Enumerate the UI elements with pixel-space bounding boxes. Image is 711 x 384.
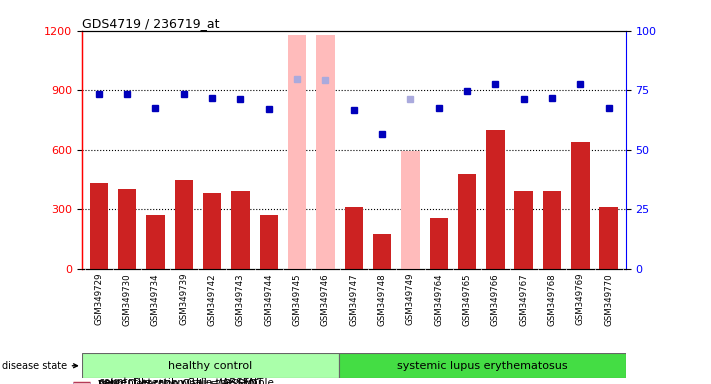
Bar [260,215,278,269]
Text: GSM349746: GSM349746 [321,273,330,326]
Text: percentile rank within the sample: percentile rank within the sample [98,378,274,384]
Text: GSM349742: GSM349742 [208,273,217,326]
Text: GSM349767: GSM349767 [519,273,528,326]
Bar [231,191,250,269]
Bar [146,215,165,269]
Bar [118,189,137,269]
Text: count: count [98,377,128,384]
Text: GSM349748: GSM349748 [378,273,387,326]
Text: GSM349769: GSM349769 [576,273,585,325]
Bar [599,207,618,269]
Text: value, Detection Call = ABSENT: value, Detection Call = ABSENT [98,378,264,384]
Bar [458,174,476,269]
Text: GSM349747: GSM349747 [349,273,358,326]
Bar [486,130,505,269]
Bar [339,353,626,378]
Text: GSM349749: GSM349749 [406,273,415,325]
Bar [174,180,193,269]
Text: GSM349739: GSM349739 [179,273,188,325]
Bar [82,353,339,378]
Bar [515,191,533,269]
Bar [373,234,391,269]
Bar [345,207,363,269]
Text: GSM349744: GSM349744 [264,273,273,326]
Bar [571,142,589,269]
Text: GSM349729: GSM349729 [95,273,103,325]
Text: GSM349765: GSM349765 [463,273,471,326]
Bar [401,151,419,269]
Text: GSM349745: GSM349745 [292,273,301,326]
Text: rank, Detection Call = ABSENT: rank, Detection Call = ABSENT [98,379,259,384]
Text: GSM349764: GSM349764 [434,273,443,326]
Text: GDS4719 / 236719_at: GDS4719 / 236719_at [82,17,219,30]
Bar [203,194,221,269]
Bar [316,35,335,269]
Text: GSM349743: GSM349743 [236,273,245,326]
Bar [542,191,561,269]
Bar [429,218,448,269]
Text: GSM349770: GSM349770 [604,273,613,326]
Text: GSM349734: GSM349734 [151,273,160,326]
Text: GSM349768: GSM349768 [547,273,557,326]
Bar [288,35,306,269]
Text: disease state: disease state [1,361,77,371]
Text: systemic lupus erythematosus: systemic lupus erythematosus [397,361,568,371]
Text: GSM349730: GSM349730 [122,273,132,326]
Text: GSM349766: GSM349766 [491,273,500,326]
Bar [90,184,108,269]
Text: healthy control: healthy control [169,361,252,371]
